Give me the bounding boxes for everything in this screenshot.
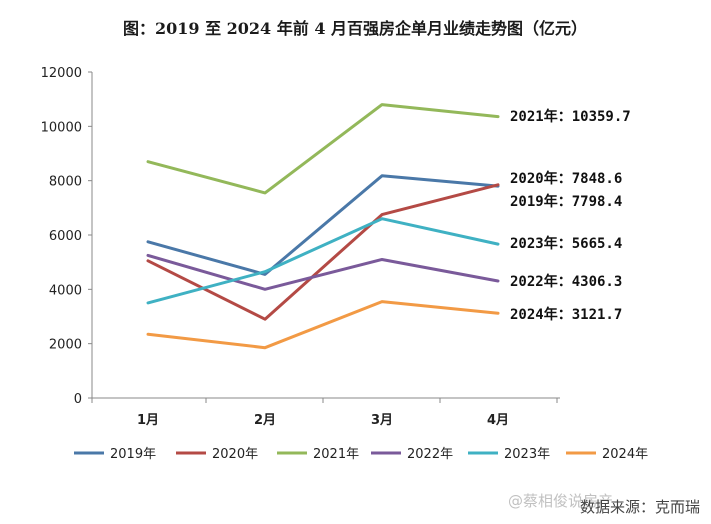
end-labels: 2019年：7798.4 2020年：7848.6 2021年：10359.7 202… xyxy=(510,108,631,323)
series-line-2019年 xyxy=(146,174,500,276)
y-tick-label: 6000 xyxy=(49,229,82,244)
legend-label: 2024年 xyxy=(602,447,648,462)
x-tick-label: 4月 xyxy=(487,413,509,428)
end-label-2023年: 2023年：5665.4 xyxy=(510,235,622,252)
y-tick-label: 2000 xyxy=(49,338,82,353)
series-line-2023年 xyxy=(146,217,500,305)
series-line-2021年 xyxy=(146,103,500,195)
legend-label: 2021年 xyxy=(313,447,359,462)
end-label-2019年: 2019年：7798.4 xyxy=(510,193,622,210)
y-tick-label: 0 xyxy=(74,392,82,407)
y-tick-label: 10000 xyxy=(41,120,82,135)
y-tick-label: 8000 xyxy=(49,175,82,190)
series-line-2020年 xyxy=(146,183,500,321)
axes: 0 2000 4000 6000 8000 10000 12000 1月 2月 3月 4月 xyxy=(41,66,560,428)
chart-title: 图：2019 至 2024 年前 4 月百强房企单月业绩走势图（亿元） xyxy=(123,19,587,38)
x-tick-label: 2月 xyxy=(254,413,276,428)
x-tick-label: 1月 xyxy=(137,413,159,428)
legend-label: 2023年 xyxy=(504,447,550,462)
end-label-2021年: 2021年：10359.7 xyxy=(510,108,631,125)
end-label-2022年: 2022年：4306.3 xyxy=(510,273,622,290)
y-tick-label: 4000 xyxy=(49,283,82,298)
legend-label: 2022年 xyxy=(407,447,453,462)
series-lines xyxy=(146,103,500,350)
source-note: 数据来源：克而瑞 xyxy=(580,498,700,516)
x-tick-label: 3月 xyxy=(371,413,393,428)
y-tick-label: 12000 xyxy=(41,66,82,81)
end-label-2020年: 2020年：7848.6 xyxy=(510,170,622,187)
series-line-2024年 xyxy=(146,300,500,350)
watermark: @蔡相俊说房产 xyxy=(508,492,613,510)
legend-label: 2020年 xyxy=(212,447,258,462)
series-line-2022年 xyxy=(146,253,500,291)
legend: 2019年 2020年 2021年 2022年 2023年 2024年 xyxy=(74,447,648,462)
end-label-2024年: 2024年：3121.7 xyxy=(510,306,622,323)
legend-label: 2019年 xyxy=(110,447,156,462)
